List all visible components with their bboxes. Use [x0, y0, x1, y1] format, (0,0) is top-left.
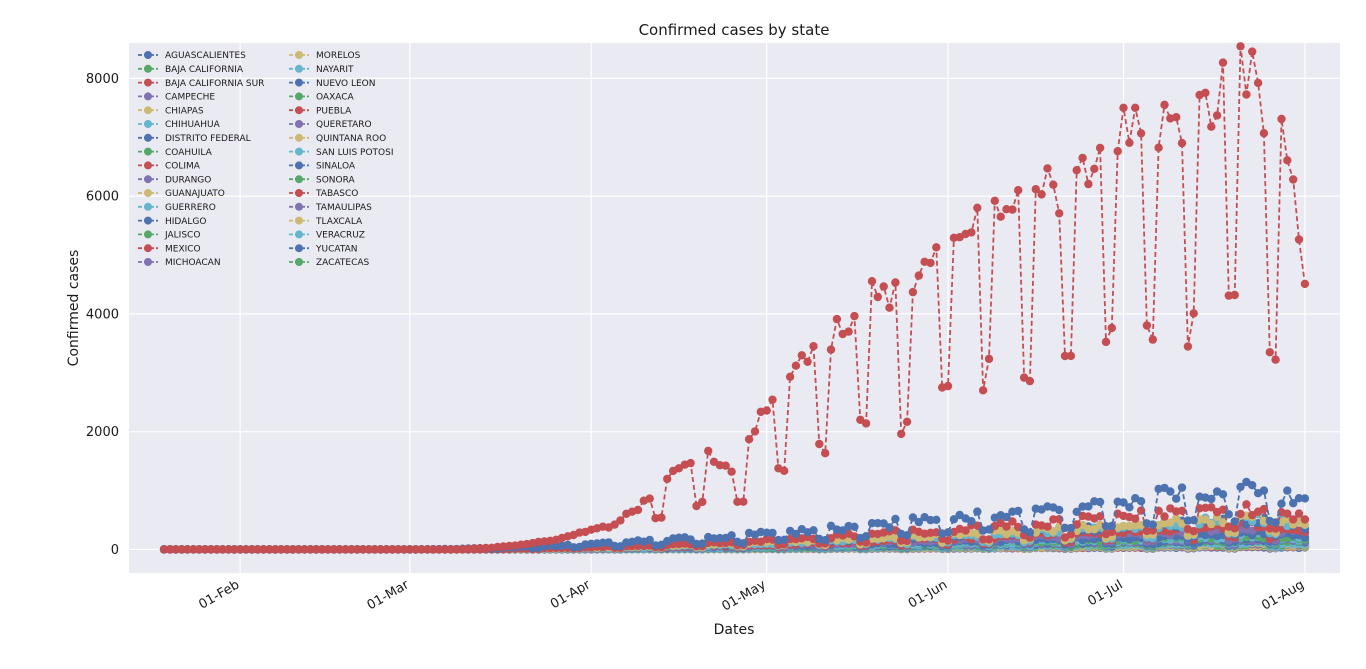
series-layer [159, 42, 1310, 554]
grid-lines [129, 43, 1340, 573]
